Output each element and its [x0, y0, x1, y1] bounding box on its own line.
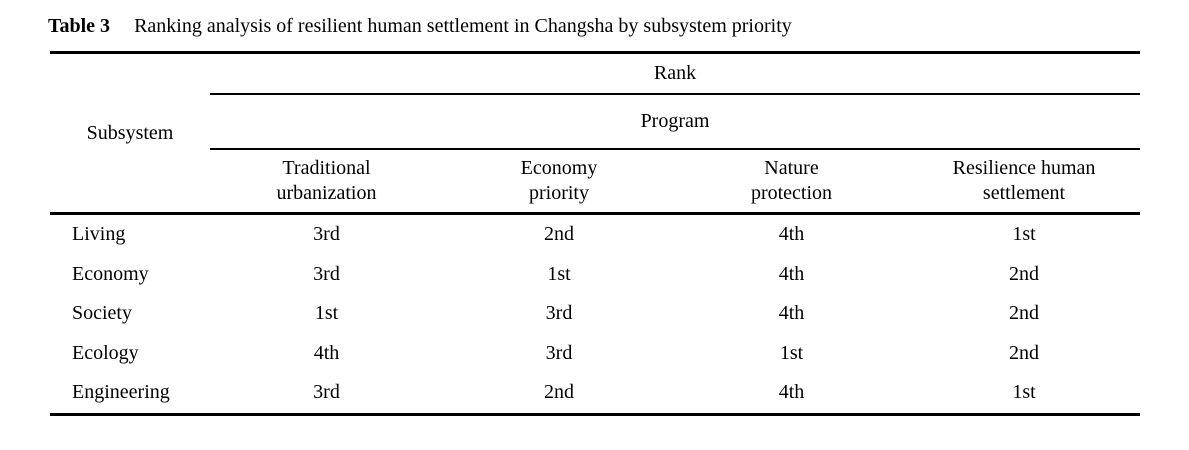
row-label: Ecology	[72, 341, 139, 364]
table-row-living: Living 3rd 2nd 4th 1st	[50, 214, 1140, 255]
column-header-traditional-urbanization: Traditional urbanization	[210, 149, 443, 215]
cell: 2nd	[1009, 262, 1040, 285]
cell: 3rd	[545, 302, 573, 325]
table-caption-text: Ranking analysis of resilient human sett…	[134, 15, 792, 37]
cell: 1st	[779, 341, 804, 364]
program-header-row: Program	[50, 94, 1141, 150]
table-caption: Table 3 Ranking analysis of resilient hum…	[48, 15, 792, 38]
table-row-economy: Economy 3rd 1st 4th 2nd	[50, 255, 1140, 295]
column-header-resilience-human-settlement: Resilience human settlement	[908, 149, 1141, 215]
row-label: Living	[72, 223, 126, 246]
cell: 3rd	[545, 341, 573, 364]
row-label: Society	[72, 302, 132, 325]
cell: 2nd	[1009, 341, 1040, 364]
cell: 4th	[778, 381, 805, 404]
ranking-table: Subsystem Rank Program Traditional urban…	[50, 51, 1141, 416]
column-header-nature-protection: Nature protection	[675, 149, 908, 215]
cell: 4th	[778, 223, 805, 246]
cell: 3rd	[313, 223, 340, 246]
table-caption-label: Table 3	[48, 15, 111, 37]
rank-header: Rank	[210, 52, 1141, 95]
column-header-economy-priority: Economy priority	[443, 149, 675, 215]
row-label: Engineering	[72, 381, 170, 404]
program-header: Program	[210, 94, 1141, 150]
rank-header-row: Subsystem Rank	[50, 52, 1141, 215]
column-header-row: Traditional urbanization Economy priorit…	[50, 149, 1141, 215]
table-row-society: Society 1st 3rd 4th 2nd	[50, 294, 1140, 334]
row-label: Economy	[72, 262, 149, 285]
cell: 4th	[778, 262, 805, 285]
table-row-engineering: Engineering 3rd 2nd 4th 1st	[50, 373, 1140, 414]
cell: 3rd	[313, 381, 340, 404]
cell: 4th	[313, 341, 340, 364]
table-row-ecology: Ecology 4th 3rd 1st 2nd	[50, 334, 1140, 374]
subsystem-column-header: Subsystem	[50, 52, 210, 215]
cell: 1st	[547, 262, 571, 285]
cell: 2nd	[544, 381, 574, 404]
cell: 2nd	[544, 223, 574, 246]
cell: 1st	[1012, 223, 1036, 246]
cell: 1st	[1012, 381, 1036, 404]
cell: 1st	[314, 302, 339, 325]
cell: 2nd	[1009, 302, 1040, 325]
cell: 3rd	[313, 262, 340, 285]
cell: 4th	[778, 302, 805, 325]
